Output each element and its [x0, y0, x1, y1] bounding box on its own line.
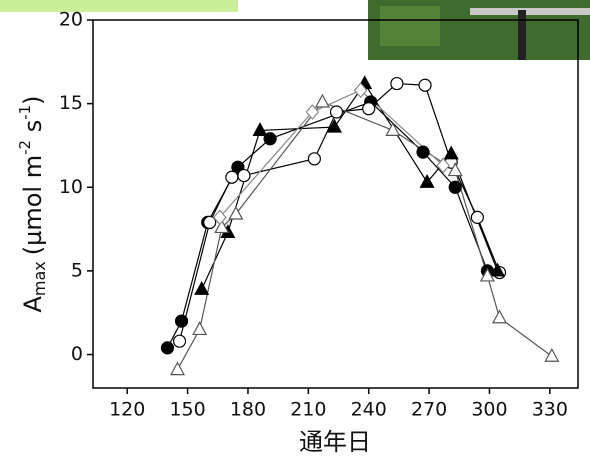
y-tick-label: 20	[59, 9, 83, 31]
photo-bar	[470, 8, 590, 15]
photo-leaves	[380, 6, 440, 46]
y-tick-label: 10	[59, 176, 83, 198]
y-tick-label: 5	[71, 259, 83, 281]
point	[161, 342, 173, 354]
y-axis-label: Amax (µmol m-2 s-1)	[16, 95, 49, 312]
point	[316, 95, 329, 107]
point	[193, 322, 206, 334]
y-label-exp2: -1	[16, 105, 34, 120]
x-tick-label: 180	[230, 399, 266, 421]
x-axis-label: 通年日	[299, 428, 371, 456]
y-label-mid: s	[19, 120, 47, 140]
y-label-sub: max	[30, 261, 49, 296]
plot-frame	[93, 20, 578, 388]
y-tick-label: 15	[59, 92, 83, 114]
page: {"chart_data": {"type": "line", "x_label…	[0, 0, 590, 462]
y-label-exp1: -2	[16, 140, 34, 155]
point	[195, 282, 208, 294]
point	[174, 335, 186, 347]
y-label-main: A	[19, 296, 47, 313]
x-tick-label: 240	[351, 399, 387, 421]
point	[386, 123, 399, 135]
point	[308, 153, 320, 165]
x-tick-label: 210	[290, 399, 326, 421]
series-line	[180, 84, 500, 342]
point	[545, 349, 558, 361]
point	[363, 103, 375, 115]
x-tick-label: 120	[109, 399, 145, 421]
point	[238, 170, 250, 182]
chart: 通年日 Amax(µmol m-2 s-1) 12015018021024027…	[0, 0, 590, 462]
y-tick-label: 0	[71, 343, 83, 365]
header-strip	[0, 0, 238, 12]
x-tick-label: 150	[169, 399, 205, 421]
point	[254, 123, 267, 135]
point	[226, 171, 238, 183]
photo-stand	[518, 10, 526, 60]
x-tick-label: 300	[471, 399, 507, 421]
y-label-close: )	[19, 95, 47, 104]
y-label-unit: (µmol m	[19, 155, 47, 255]
point	[471, 211, 483, 223]
point	[176, 315, 188, 327]
point	[419, 79, 431, 91]
point	[331, 106, 343, 118]
point	[493, 311, 506, 323]
point	[391, 78, 403, 90]
point	[449, 181, 461, 193]
x-tick-label: 330	[532, 399, 568, 421]
x-tick-label: 270	[411, 399, 447, 421]
point	[171, 363, 184, 375]
point	[417, 146, 429, 158]
